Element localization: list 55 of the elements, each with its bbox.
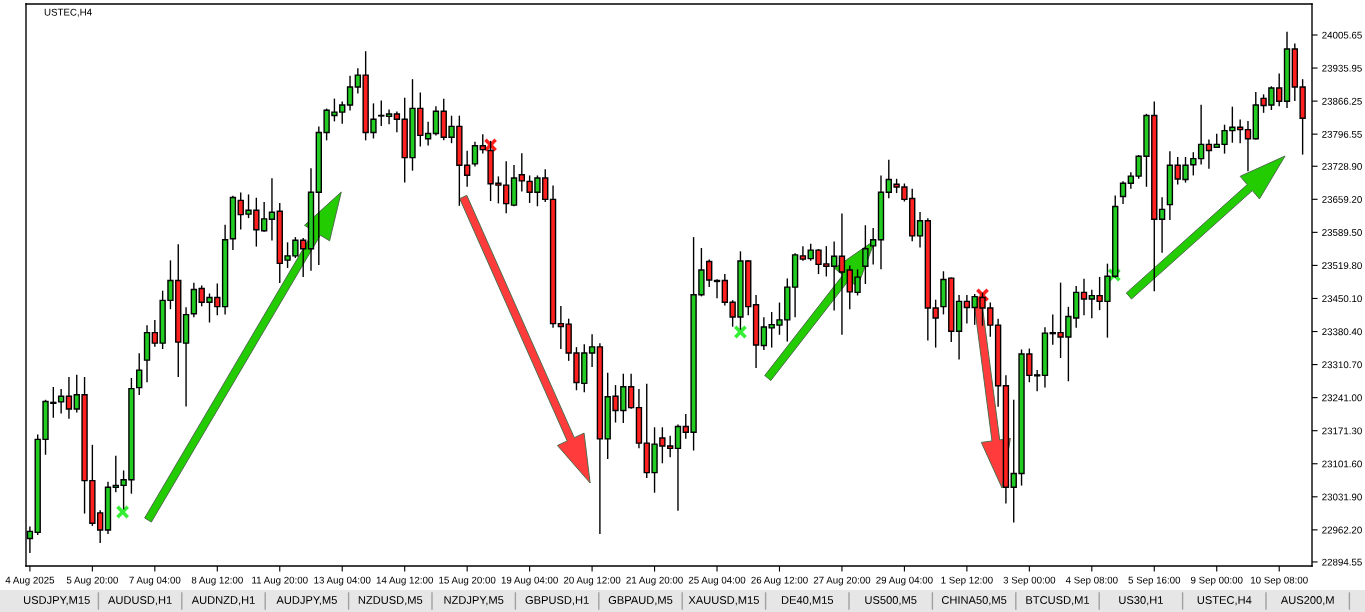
- y-tick-label: 23031.90: [1322, 493, 1362, 501]
- text: US500,M5: [865, 596, 917, 606]
- y-tick-label: 22894.55: [1322, 558, 1362, 566]
- x-tick-label: 3 Sep 00:00: [1003, 576, 1056, 586]
- y-tick-label: 23935.95: [1322, 64, 1362, 72]
- x-tick-label: 7 Aug 04:00: [129, 576, 181, 586]
- y-tick-label: 23659.20: [1322, 196, 1362, 203]
- x-tick-label: 13 Aug 04:00: [314, 576, 371, 586]
- text: CHINA50,M5: [941, 596, 1007, 606]
- y-tick-label: 23866.25: [1322, 97, 1362, 105]
- x-tick-label: 5 Aug 20:00: [66, 576, 118, 586]
- text: USDJPY,M15: [24, 596, 90, 606]
- y-tick-label: 23380.40: [1322, 328, 1362, 336]
- text: AUDUSD,H1: [108, 596, 172, 606]
- text: NZDUSD,M5: [358, 596, 423, 606]
- y-tick-label: 23589.50: [1322, 229, 1362, 236]
- x-tick-label: 4 Aug 2025: [5, 576, 55, 586]
- x-tick-label: 21 Aug 20:00: [626, 576, 683, 586]
- text: GBPAUD,M5: [608, 596, 673, 606]
- y-tick-label: 23519.80: [1322, 262, 1362, 270]
- y-tick-label: 22962.20: [1322, 526, 1362, 534]
- x-tick-label: 1 Sep 12:00: [941, 576, 993, 586]
- x-tick-label: 20 Aug 12:00: [563, 576, 621, 586]
- y-tick-label: 23241.00: [1322, 394, 1362, 402]
- x-tick-label: 11 Aug 20:00: [252, 576, 308, 586]
- text: US30,H1: [1119, 596, 1163, 606]
- x-tick-label: 25 Aug 04:00: [688, 576, 746, 586]
- text: USTEC,H4: [1197, 596, 1252, 606]
- y-tick-label: 23728.90: [1322, 162, 1362, 170]
- x-tick-label: 4 Sep 08:00: [1065, 576, 1118, 586]
- text: GBPUSD,H1: [525, 596, 589, 606]
- chart-title: USTEC,H4: [44, 8, 92, 17]
- x-tick-label: 15 Aug 20:00: [439, 576, 496, 586]
- x-tick-label: 27 Aug 20:00: [813, 576, 871, 586]
- y-tick-label: 24005.65: [1322, 31, 1362, 39]
- text: DE40,M15: [781, 596, 834, 606]
- text: AUS200,M: [1280, 596, 1334, 606]
- x-tick-label: 9 Sep 00:00: [1190, 576, 1243, 586]
- y-tick-label: 23101.60: [1322, 460, 1362, 468]
- x-tick-label: 10 Sep 08:00: [1251, 576, 1308, 586]
- y-tick-label: 23796.55: [1322, 130, 1362, 138]
- y-tick-label: 23450.10: [1322, 295, 1362, 303]
- text: BTCUSD,M1: [1026, 596, 1090, 606]
- text: AUDNZD,H1: [191, 596, 255, 606]
- y-tick-label: 23171.30: [1322, 427, 1362, 435]
- text: XAUUSD,M15: [688, 596, 759, 606]
- y-tick-label: 23310.70: [1322, 361, 1362, 369]
- x-tick-label: 29 Aug 04:00: [876, 576, 933, 586]
- text: NZDJPY,M5: [444, 596, 504, 606]
- x-tick-label: 19 Aug 04:00: [501, 576, 558, 586]
- x-tick-label: 14 Aug 12:00: [376, 576, 433, 586]
- x-tick-label: 5 Sep 16:00: [1128, 576, 1181, 586]
- text: AUDJPY,M5: [276, 596, 337, 606]
- x-tick-label: 8 Aug 12:00: [191, 576, 243, 586]
- x-tick-label: 26 Aug 12:00: [751, 576, 808, 586]
